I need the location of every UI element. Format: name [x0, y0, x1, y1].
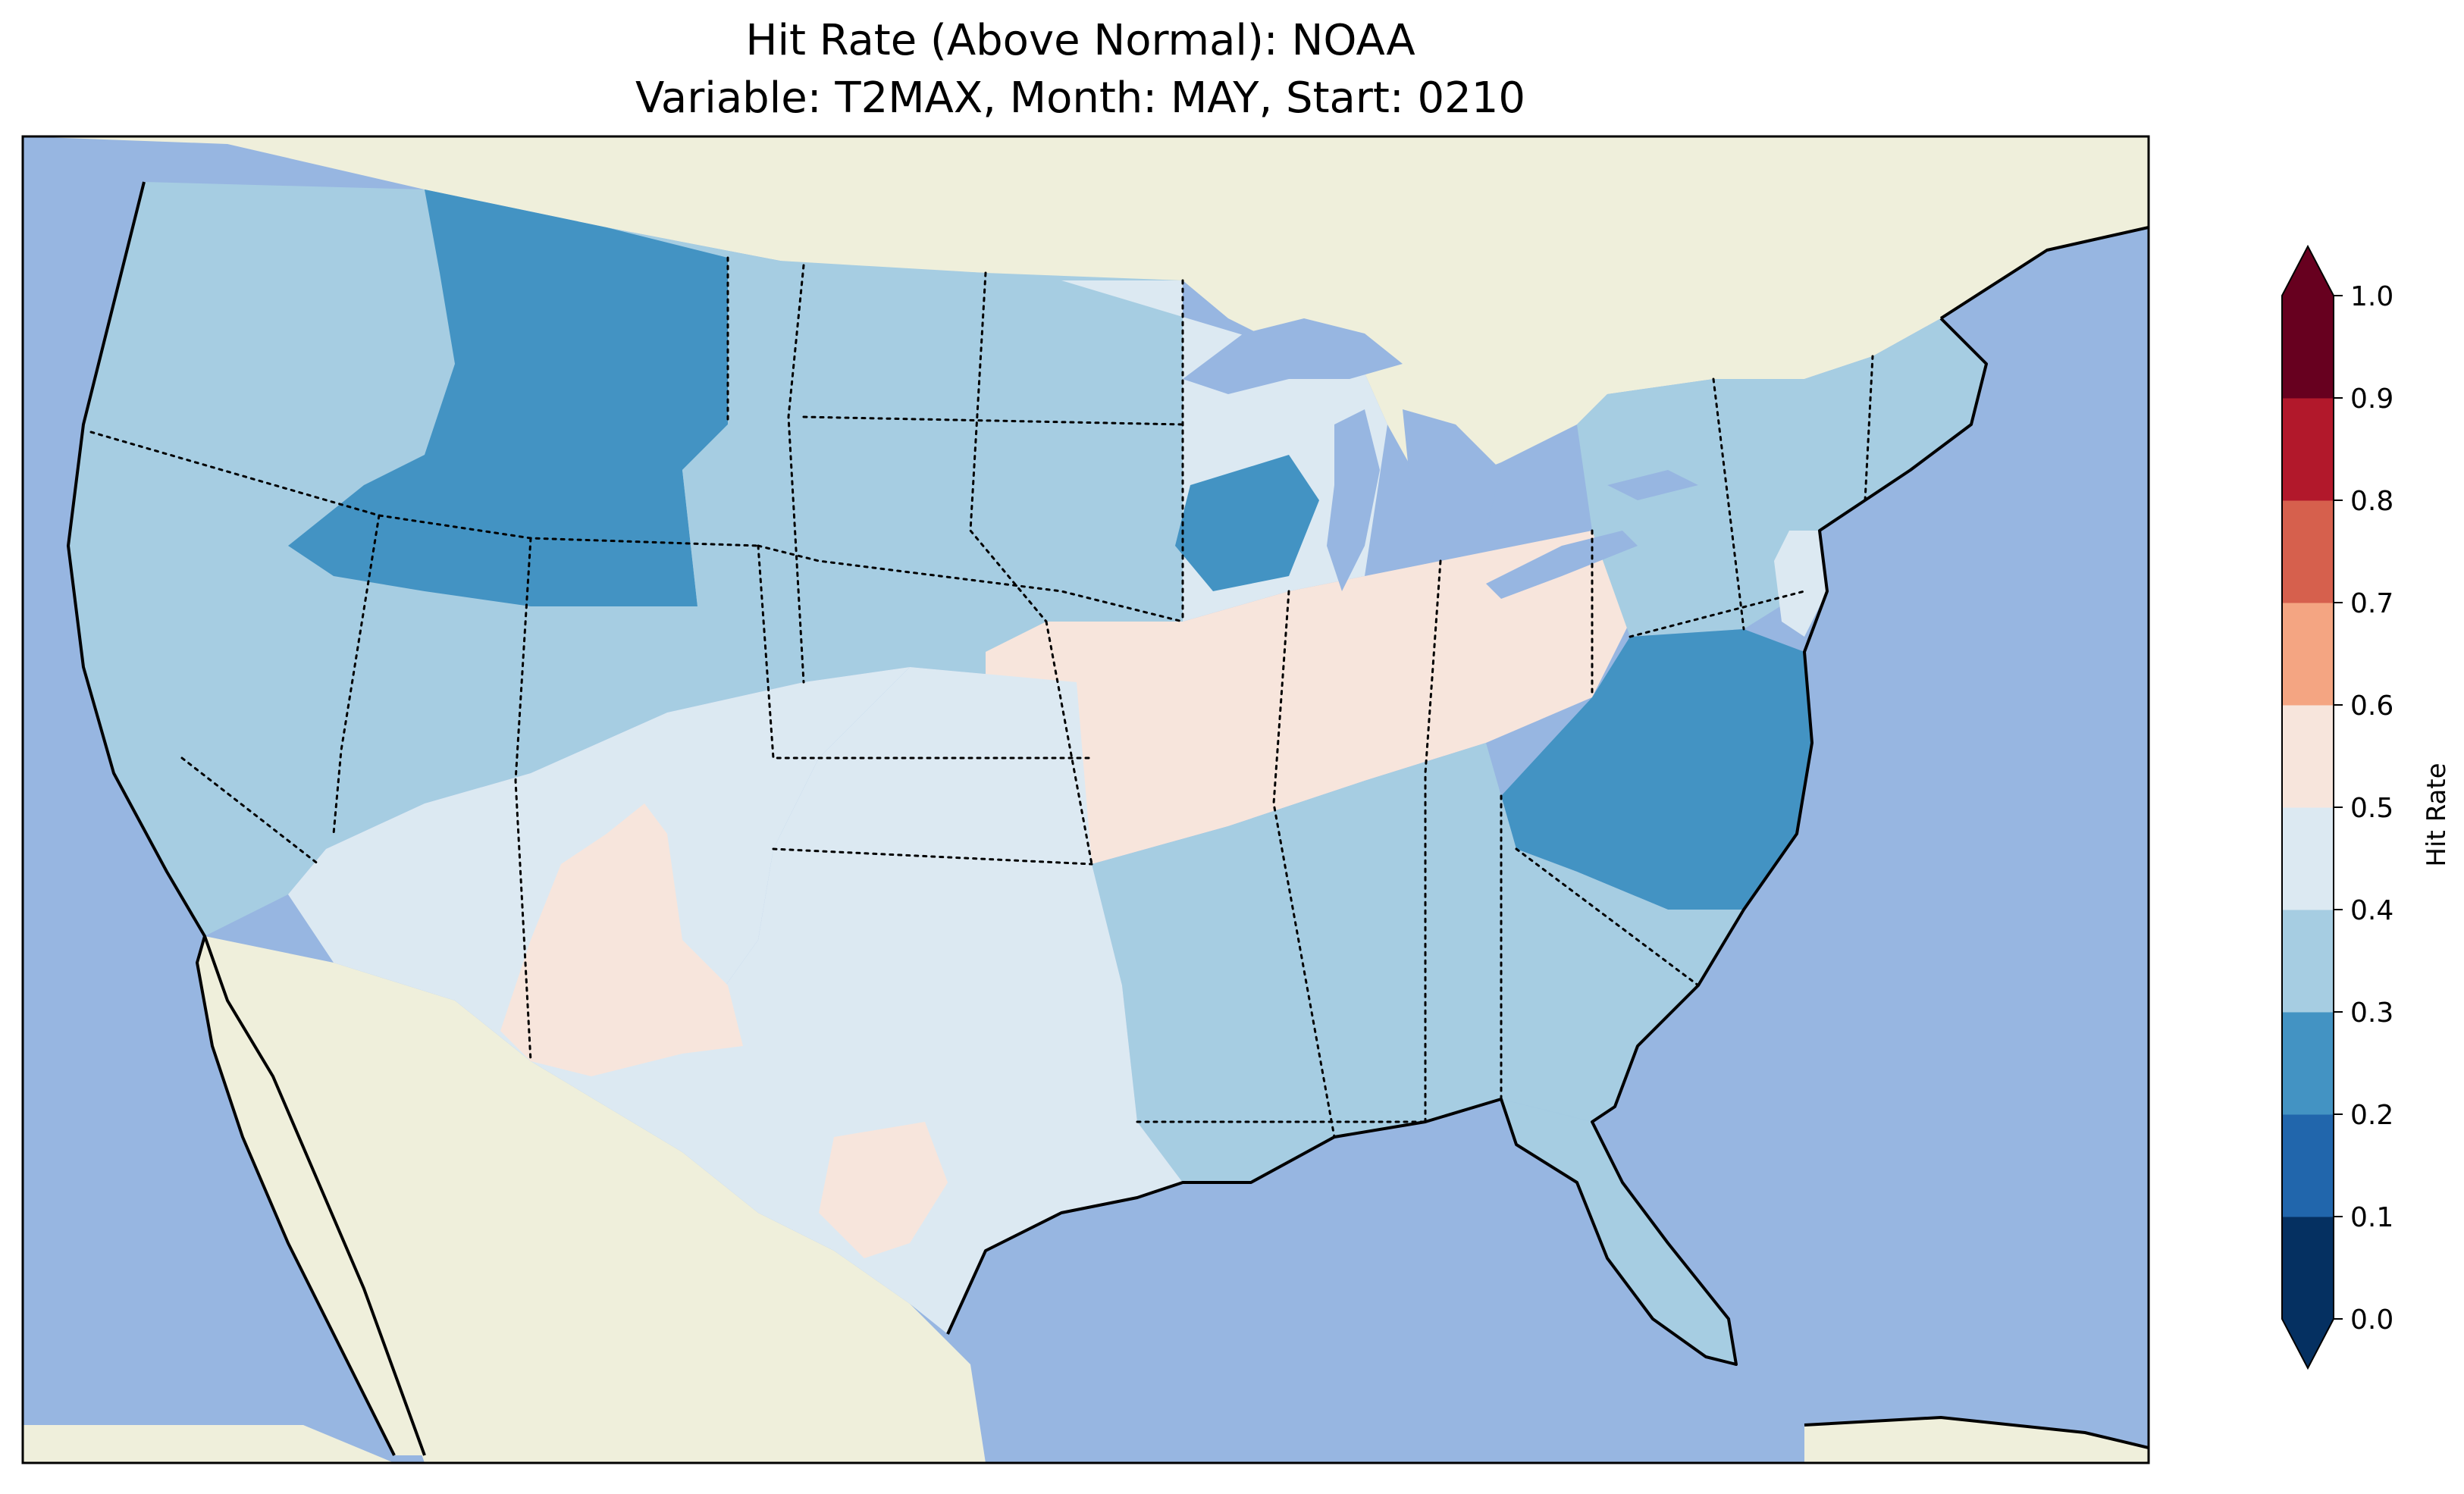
- map-panel: [23, 136, 2149, 1463]
- colorbar-bin: [2282, 296, 2334, 399]
- colorbar: 0.0 0.1 0.2 0.3 0.4 0.5 0.6 0.7 0.8 0.9 1.0: [2281, 244, 2393, 1370]
- lake-ontario: [1607, 470, 1698, 500]
- colorbar-bin: [2282, 705, 2334, 808]
- land-cuba: [1804, 1417, 2149, 1463]
- colorbar-tick-label: 0.3: [2350, 998, 2393, 1029]
- lake-erie: [1486, 531, 1638, 599]
- colorbar-bin: [2282, 1012, 2334, 1115]
- region-south-texas-warm: [819, 1122, 948, 1258]
- region-northeast: [1577, 318, 1986, 637]
- colorbar-tick-label: 0.6: [2350, 691, 2393, 722]
- colorbar-tick-label: 1.0: [2350, 281, 2393, 312]
- region-florida: [1501, 1099, 1736, 1364]
- region-texas-oklahoma: [531, 667, 1183, 1334]
- great-lakes: [1183, 318, 1698, 599]
- colorbar-tick-label: 0.0: [2350, 1305, 2393, 1336]
- region-wisconsin-pocket: [1175, 455, 1319, 591]
- region-northern-rockies: [288, 189, 728, 606]
- colorbar-bin: [2282, 807, 2334, 910]
- colorbar-extend-min: [2282, 1319, 2334, 1368]
- colorbar-tick-label: 0.8: [2350, 486, 2393, 517]
- colorbar-tick-label: 0.2: [2350, 1100, 2393, 1131]
- colorbar-tick-label: 0.7: [2350, 588, 2393, 619]
- colorbar-extend-max: [2282, 246, 2334, 296]
- colorbar-bin: [2282, 603, 2334, 706]
- map-title-line2: Variable: T2MAX, Month: MAY, Start: 0210: [635, 74, 1525, 123]
- colorbar-bin: [2282, 1217, 2334, 1320]
- coastlines: [67, 181, 2149, 1456]
- colorbar-label: Hit Rate: [2422, 763, 2452, 866]
- colorbar-tick-label: 0.1: [2350, 1202, 2393, 1233]
- region-northern-plains: [682, 258, 1183, 682]
- map-title-line1: Hit Rate (Above Normal): NOAA: [745, 16, 1415, 65]
- land-baja: [197, 936, 425, 1455]
- region-southeast: [1092, 743, 1744, 1182]
- lake-michigan: [1327, 409, 1380, 591]
- colorbar-tick-label: 0.5: [2350, 793, 2393, 824]
- colorbar-bin: [2282, 1114, 2334, 1217]
- colorbar-bin: [2282, 910, 2334, 1013]
- region-mid-atlantic: [1501, 629, 1812, 910]
- colorbar-bin: [2282, 398, 2334, 501]
- colorbar-tick-label: 0.9: [2350, 384, 2393, 415]
- region-nm-warm: [500, 803, 743, 1076]
- lake-superior: [1183, 318, 1403, 394]
- region-new-jersey: [1774, 531, 1827, 637]
- region-midwest: [986, 531, 1630, 864]
- colorbar-bin: [2282, 500, 2334, 603]
- land-mexico: [23, 936, 986, 1463]
- map-frame: [21, 135, 2150, 1464]
- land-canada: [23, 136, 2149, 493]
- colorbar-tick-label: 0.4: [2350, 895, 2393, 926]
- lake-huron: [1403, 409, 1501, 531]
